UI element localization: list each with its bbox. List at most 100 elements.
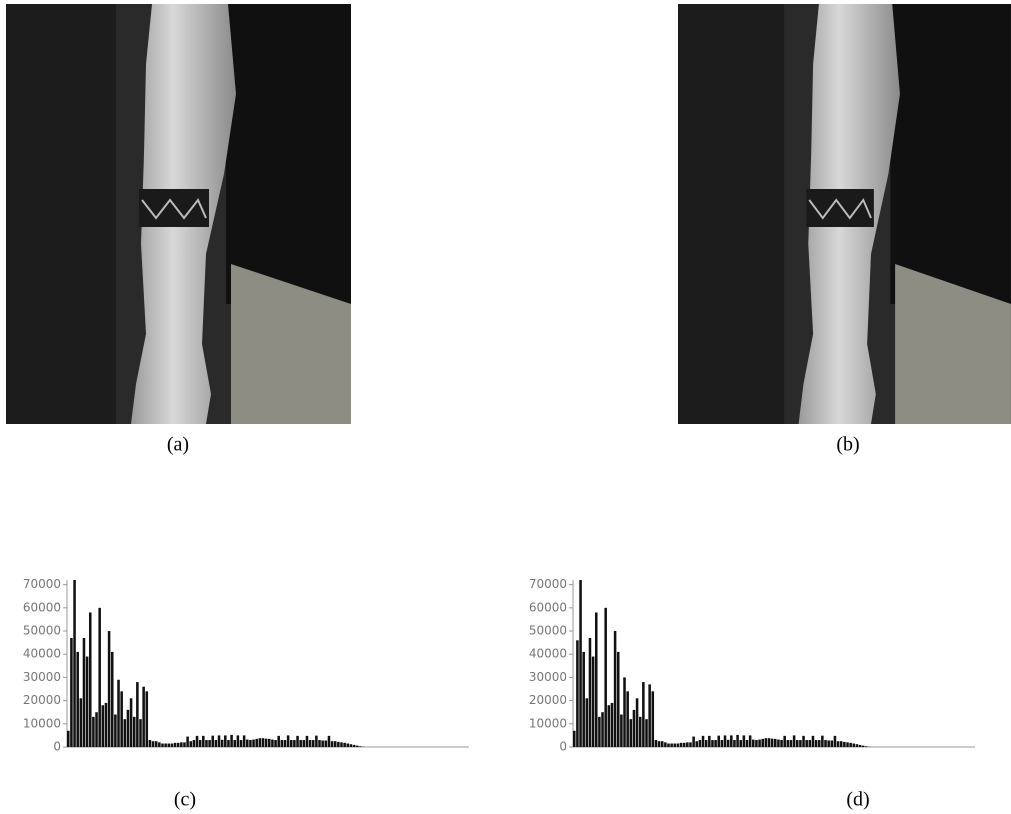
bar — [136, 682, 139, 747]
bar — [704, 740, 708, 747]
bar — [777, 739, 780, 747]
bar — [849, 742, 852, 747]
y-tick-label: 10000 — [23, 716, 61, 730]
y-tick-label: 70000 — [529, 577, 567, 591]
bar — [343, 742, 346, 747]
bar — [667, 743, 670, 747]
bar — [161, 743, 164, 747]
bar — [638, 716, 642, 747]
bar — [802, 735, 805, 747]
bar — [249, 740, 252, 747]
bar — [774, 738, 777, 747]
bar — [789, 740, 793, 747]
bar — [601, 712, 604, 747]
bar — [148, 740, 152, 747]
y-tick-label: 0 — [53, 740, 61, 754]
bar — [664, 742, 667, 747]
bar — [607, 705, 611, 747]
bar — [758, 739, 761, 747]
bar — [817, 740, 821, 747]
bar — [717, 735, 721, 747]
bar — [286, 735, 290, 747]
bar — [230, 734, 233, 747]
y-tick-label: 50000 — [23, 624, 61, 638]
bar — [836, 741, 840, 747]
bar — [755, 740, 758, 747]
bar — [635, 698, 639, 747]
bar — [176, 742, 180, 747]
bar — [598, 716, 601, 747]
y-tick-label: 60000 — [529, 600, 567, 614]
bar — [192, 740, 196, 747]
bar — [745, 740, 749, 747]
bar — [795, 740, 799, 747]
bar — [632, 709, 636, 747]
bar — [79, 698, 83, 747]
bar — [217, 735, 221, 747]
bar — [783, 735, 786, 747]
bar — [714, 740, 717, 747]
bar — [101, 705, 105, 747]
bar — [205, 740, 208, 747]
bar — [330, 741, 334, 747]
bar — [92, 716, 95, 747]
bar — [73, 580, 76, 747]
bar — [120, 691, 123, 747]
bar — [167, 743, 171, 747]
bar — [359, 746, 362, 747]
bar — [195, 735, 199, 747]
bar — [154, 741, 158, 747]
bar — [324, 740, 328, 747]
bar — [88, 612, 92, 747]
y-tick-label: 40000 — [529, 647, 567, 661]
bar — [720, 740, 724, 747]
bar — [173, 742, 177, 747]
bar — [711, 740, 714, 747]
y-tick-label: 50000 — [529, 624, 567, 638]
bar — [588, 637, 592, 747]
bar — [679, 742, 683, 747]
bar — [629, 719, 633, 747]
photo — [677, 3, 1011, 425]
bar — [576, 640, 579, 747]
bar — [183, 742, 186, 747]
bar — [748, 735, 752, 747]
caption: (d) — [846, 789, 869, 811]
caption: (b) — [836, 434, 859, 456]
bar — [271, 739, 274, 747]
bar — [333, 741, 337, 747]
caption: (c) — [174, 789, 196, 811]
bar — [340, 742, 343, 747]
bar — [208, 740, 211, 747]
bar — [843, 741, 846, 747]
bar — [233, 740, 236, 747]
bar — [752, 739, 755, 747]
bar — [227, 740, 230, 747]
bar — [315, 735, 318, 747]
bar — [670, 743, 673, 747]
bar — [827, 740, 830, 747]
bar — [98, 607, 101, 747]
bar — [311, 740, 315, 747]
photo — [5, 3, 352, 425]
bar — [814, 740, 818, 747]
bar — [701, 735, 705, 747]
bar — [151, 741, 155, 747]
bar — [76, 651, 79, 747]
y-tick-label: 40000 — [23, 647, 61, 661]
bar — [673, 743, 677, 747]
bar — [626, 691, 629, 747]
bar — [355, 745, 359, 747]
y-tick-label: 30000 — [529, 670, 567, 684]
bar — [780, 740, 783, 747]
bar — [142, 686, 145, 747]
bar — [337, 741, 340, 747]
bar — [689, 742, 692, 747]
bar — [274, 740, 277, 747]
bar — [739, 740, 742, 747]
y-tick-label: 20000 — [529, 693, 567, 707]
bar — [129, 698, 133, 747]
bar — [110, 651, 114, 747]
bar — [811, 735, 815, 747]
bar — [264, 738, 268, 747]
